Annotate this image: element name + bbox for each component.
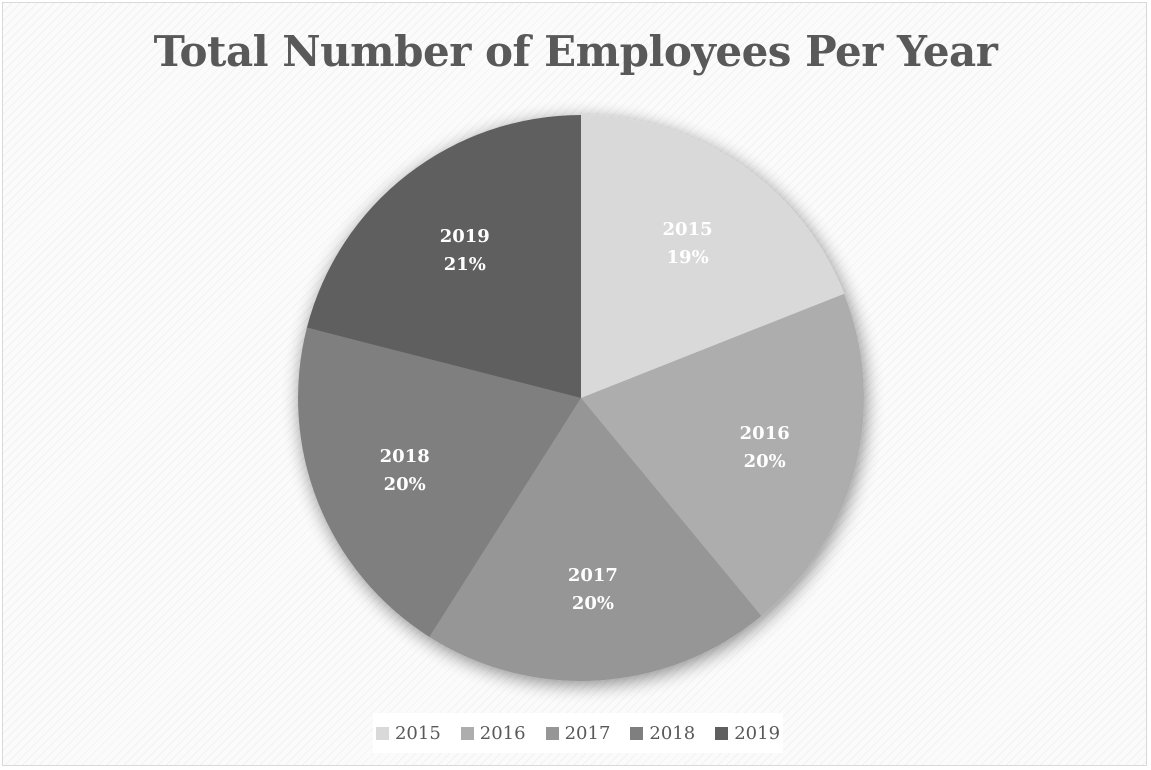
pie-slice-2018 bbox=[297, 327, 581, 637]
legend-item-2017: 2017 bbox=[545, 722, 611, 744]
slice-label-percent-2016: 20% bbox=[744, 451, 786, 472]
slice-label-category-2017: 2017 bbox=[568, 565, 618, 586]
slice-label-percent-2017: 20% bbox=[572, 593, 614, 614]
legend-label-2017: 2017 bbox=[564, 722, 611, 744]
legend-label-2019: 2019 bbox=[734, 722, 781, 744]
legend-item-2019: 2019 bbox=[715, 723, 780, 744]
pie-slice-2019 bbox=[306, 115, 581, 398]
legend-item-2016: 2016 bbox=[460, 722, 526, 744]
legend: 2015 2016 2017 2018 2019 bbox=[373, 713, 783, 753]
chart-title: Total Number of Employees Per Year bbox=[153, 27, 998, 76]
pie-slice-2017 bbox=[429, 398, 762, 681]
legend-swatch-2019 bbox=[715, 726, 729, 740]
legend-swatch-2016 bbox=[460, 726, 474, 740]
legend-swatch-2017 bbox=[545, 726, 559, 740]
pie-slice-2015 bbox=[581, 115, 845, 398]
slice-label-percent-2015: 19% bbox=[667, 247, 709, 268]
legend-label-2016: 2016 bbox=[479, 722, 526, 744]
pie-slice-2016 bbox=[581, 293, 865, 617]
slice-label-category-2018: 2018 bbox=[380, 446, 430, 467]
legend-swatch-2015 bbox=[375, 726, 389, 740]
slice-label-percent-2019: 21% bbox=[444, 254, 486, 275]
legend-label-2015: 2015 bbox=[394, 722, 441, 744]
slice-label-category-2015: 2015 bbox=[663, 219, 713, 240]
slice-label-percent-2018: 20% bbox=[384, 474, 426, 495]
slice-label-category-2019: 2019 bbox=[440, 226, 490, 247]
pie-chart: 2015 19% 2016 20% 2017 20% 2018 20% 2019 21% bbox=[297, 115, 865, 681]
legend-item-2015: 2015 bbox=[375, 722, 441, 744]
legend-label-2018: 2018 bbox=[649, 722, 696, 744]
legend-item-2018: 2018 bbox=[630, 723, 695, 744]
slice-label-category-2016: 2016 bbox=[740, 423, 790, 444]
legend-swatch-2018 bbox=[630, 726, 644, 740]
